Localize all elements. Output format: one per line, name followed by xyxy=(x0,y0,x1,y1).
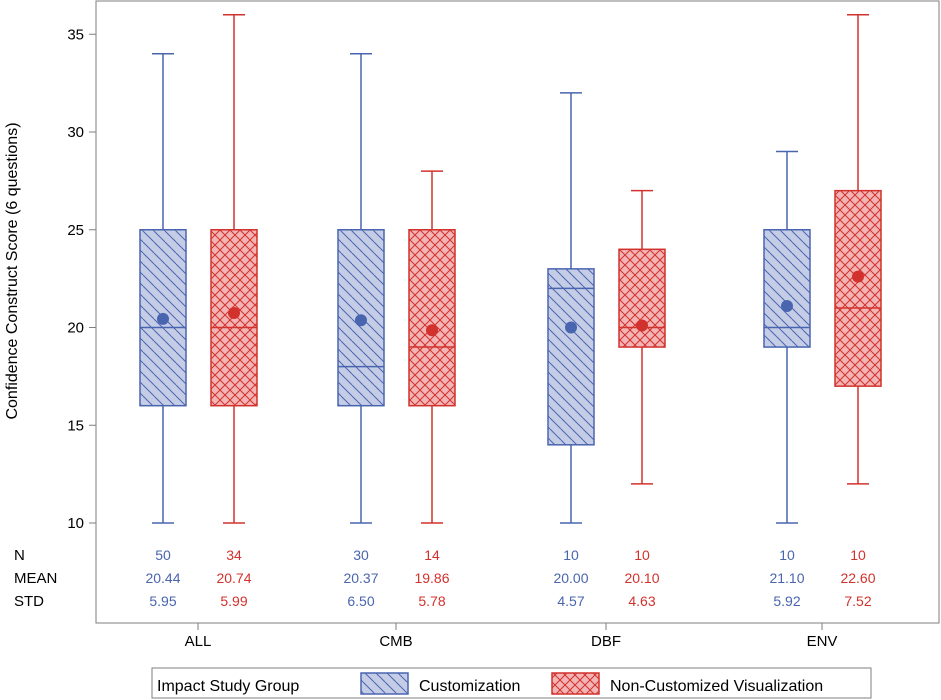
iqr-box xyxy=(834,189,882,387)
iqr-box xyxy=(337,229,385,407)
mean-marker xyxy=(852,270,864,283)
mean-marker xyxy=(426,324,438,337)
box-cmb-customization xyxy=(337,53,385,524)
stats-value: 22.60 xyxy=(840,570,875,586)
plot-frame xyxy=(95,0,940,624)
stats-value: 50 xyxy=(155,547,171,563)
y-tick-label: 30 xyxy=(67,124,84,141)
y-tick-label: 20 xyxy=(67,320,84,337)
mean-marker xyxy=(781,299,793,312)
stats-value: 20.37 xyxy=(343,570,378,586)
mean-marker xyxy=(636,319,648,332)
x-tick-label: CMB xyxy=(379,633,412,650)
y-axis-title: Confidence Construct Score (6 questions) xyxy=(4,122,21,419)
stats-value: 5.78 xyxy=(418,593,445,609)
stats-value: 30 xyxy=(353,547,369,563)
iqr-box xyxy=(408,229,456,407)
stats-value: 20.00 xyxy=(553,570,588,586)
stats-value: 4.63 xyxy=(628,593,655,609)
y-axis: 10 15 20 25 30 35 xyxy=(67,26,96,532)
box-all-non-customized xyxy=(210,13,258,524)
stats-value: 4.57 xyxy=(557,593,584,609)
legend: Impact Study Group Customization Non-Cus… xyxy=(151,667,872,699)
iqr-box xyxy=(763,229,811,348)
stats-value: 14 xyxy=(424,547,440,563)
stats-table: N MEAN STD 50 20.44 5.95 34 20.74 5.99 30 20.37 6.5… xyxy=(14,547,876,610)
box-dbf-customization xyxy=(547,92,595,524)
stats-value: 5.99 xyxy=(220,593,247,609)
stats-row-label: STD xyxy=(14,593,44,610)
mean-marker xyxy=(355,314,367,327)
stats-value: 20.74 xyxy=(216,570,251,586)
box-all-customization xyxy=(139,53,187,524)
stats-row-label: MEAN xyxy=(14,570,57,587)
mean-marker xyxy=(565,321,577,334)
stats-value: 34 xyxy=(226,547,242,563)
stats-value: 5.95 xyxy=(149,593,176,609)
mean-marker xyxy=(157,312,169,325)
iqr-box xyxy=(547,268,595,446)
x-tick-label: ENV xyxy=(807,633,838,650)
stats-value: 5.92 xyxy=(773,593,800,609)
y-tick-label: 10 xyxy=(67,515,84,532)
stats-value: 20.44 xyxy=(145,570,180,586)
stats-value: 10 xyxy=(563,547,579,563)
box-layer xyxy=(139,13,882,524)
stats-value: 10 xyxy=(850,547,866,563)
stats-value: 10 xyxy=(779,547,795,563)
stats-value: 7.52 xyxy=(844,593,871,609)
stats-value: 6.50 xyxy=(347,593,374,609)
stats-value: 19.86 xyxy=(414,570,449,586)
y-tick-label: 35 xyxy=(67,26,84,43)
x-tick-label: DBF xyxy=(591,633,621,650)
legend-label-non-customized: Non-Customized Visualization xyxy=(610,678,823,695)
legend-swatch-customization xyxy=(360,672,409,695)
x-tick-label: ALL xyxy=(185,633,212,650)
y-tick-label: 25 xyxy=(67,222,84,239)
stats-value: 10 xyxy=(634,547,650,563)
stats-value: 20.10 xyxy=(624,570,659,586)
box-dbf-non-customized xyxy=(618,189,666,485)
y-tick-label: 15 xyxy=(67,417,84,434)
mean-marker xyxy=(228,307,240,320)
stats-row-label: N xyxy=(14,547,25,564)
box-cmb-non-customized xyxy=(408,170,456,524)
iqr-box xyxy=(618,248,666,348)
legend-title: Impact Study Group xyxy=(157,678,299,695)
box-env-customization xyxy=(763,150,811,524)
legend-label-customization: Customization xyxy=(419,678,520,695)
box-env-non-customized xyxy=(834,13,882,485)
stats-value: 21.10 xyxy=(769,570,804,586)
legend-swatch-non-customized xyxy=(551,672,600,695)
x-axis: ALL CMB DBF ENV xyxy=(185,623,838,650)
legend-frame xyxy=(151,667,872,699)
